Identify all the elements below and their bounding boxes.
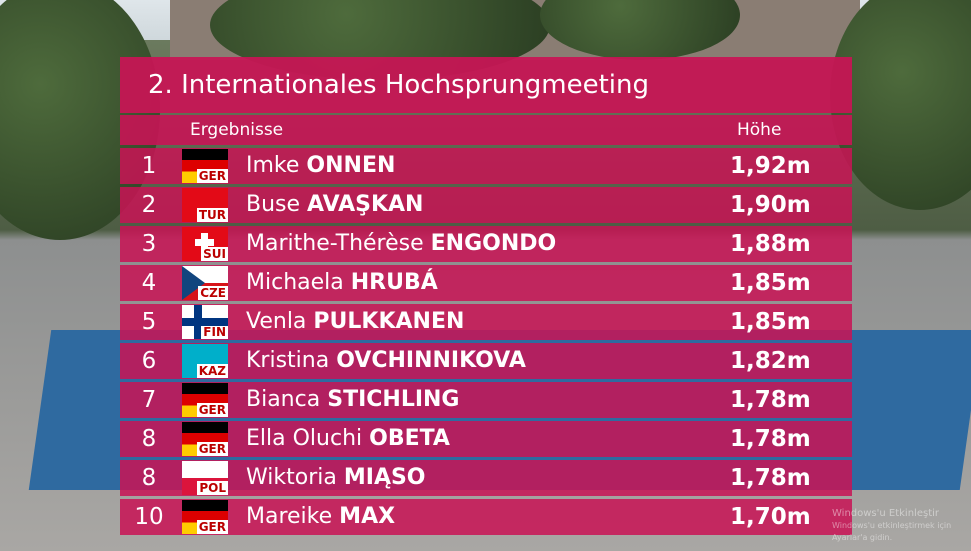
result-row: 5 FIN Venla PULKKANEN 1,85m (120, 304, 852, 340)
title: 2. Internationales Hochsprungmeeting (120, 57, 852, 113)
result-row: 7 GER Bianca STICHLING 1,78m (120, 382, 852, 418)
rank: 8 (141, 465, 157, 491)
last-name: PULKKANEN (313, 309, 465, 334)
athlete-name: Mareike MAX (246, 499, 395, 535)
first-name: Kristina (246, 348, 330, 373)
watermark-line: Windows'u etkinleştirmek için Ayarlar'a … (832, 521, 952, 542)
height: 1,88m (730, 231, 811, 257)
last-name: HRUBÁ (350, 270, 438, 295)
last-name: MAX (339, 504, 396, 529)
first-name: Michaela (246, 270, 344, 295)
result-row: 6 KAZ Kristina OVCHINNIKOVA 1,82m (120, 343, 852, 379)
rank: 8 (141, 426, 157, 452)
first-name: Ella Oluchi (246, 426, 363, 451)
last-name: AVAŞKAN (307, 192, 424, 217)
results-header: Ergebnisse (190, 120, 284, 140)
height: 1,82m (730, 348, 811, 374)
flag: CZE (182, 266, 228, 300)
rank: 1 (141, 153, 157, 179)
rank: 2 (141, 192, 157, 218)
last-name: STICHLING (327, 387, 460, 412)
country-code: GER (196, 403, 228, 417)
first-name: Wiktoria (246, 465, 337, 490)
last-name: ONNEN (306, 153, 396, 178)
first-name: Bianca (246, 387, 321, 412)
flag: GER (182, 500, 228, 534)
flag: POL (182, 461, 228, 495)
country-code: GER (196, 520, 228, 534)
last-name: OVCHINNIKOVA (336, 348, 526, 373)
country-code: POL (197, 481, 228, 495)
result-row: 10 GER Mareike MAX 1,70m (120, 499, 852, 535)
country-code: SUI (201, 247, 228, 261)
result-row: 8 POL Wiktoria MIĄSO 1,78m (120, 460, 852, 496)
result-row: 3 SUI Marithe-Thérèse ENGONDO 1,88m (120, 226, 852, 262)
first-name: Buse (246, 192, 301, 217)
athlete-name: Wiktoria MIĄSO (246, 460, 426, 496)
country-code: KAZ (196, 364, 228, 378)
country-code: FIN (201, 325, 228, 339)
flag: TUR (182, 188, 228, 222)
watermark: Windows'u Etkinleştir Windows'u etkinleş… (832, 508, 971, 544)
height: 1,85m (730, 270, 811, 296)
country-code: GER (196, 169, 228, 183)
rank: 4 (141, 270, 157, 296)
flag: GER (182, 422, 228, 456)
first-name: Marithe-Thérèse (246, 231, 424, 256)
athlete-name: Bianca STICHLING (246, 382, 460, 418)
rank: 6 (141, 348, 157, 374)
result-row: 8 GER Ella Oluchi OBETA 1,78m (120, 421, 852, 457)
athlete-name: Venla PULKKANEN (246, 304, 464, 340)
rank: 5 (141, 309, 157, 335)
flag: KAZ (182, 344, 228, 378)
height: 1,70m (730, 504, 811, 530)
height: 1,78m (730, 387, 811, 413)
country-code: CZE (198, 286, 228, 300)
header-row: Ergebnisse Höhe (120, 115, 852, 145)
athlete-name: Imke ONNEN (246, 148, 395, 184)
athlete-name: Kristina OVCHINNIKOVA (246, 343, 526, 379)
flag: FIN (182, 305, 228, 339)
flag: GER (182, 149, 228, 183)
last-name: MIĄSO (343, 465, 426, 490)
country-code: TUR (196, 208, 228, 222)
rank: 7 (141, 387, 157, 413)
height: 1,92m (730, 153, 811, 179)
results-panel: 2. Internationales Hochsprungmeeting Erg… (120, 57, 852, 535)
country-code: GER (196, 442, 228, 456)
flag: SUI (182, 227, 228, 261)
last-name: OBETA (369, 426, 450, 451)
watermark-line: Windows'u Etkinleştir (832, 508, 940, 519)
athlete-name: Ella Oluchi OBETA (246, 421, 450, 457)
height: 1,78m (730, 465, 811, 491)
height: 1,90m (730, 192, 811, 218)
result-row: 2 TUR Buse AVAŞKAN 1,90m (120, 187, 852, 223)
first-name: Venla (246, 309, 307, 334)
rank: 10 (134, 504, 164, 530)
result-row: 1 GER Imke ONNEN 1,92m (120, 148, 852, 184)
first-name: Mareike (246, 504, 333, 529)
athlete-name: Michaela HRUBÁ (246, 265, 438, 301)
height: 1,78m (730, 426, 811, 452)
height: 1,85m (730, 309, 811, 335)
rank: 3 (141, 231, 157, 257)
height-header: Höhe (737, 120, 782, 140)
athlete-name: Marithe-Thérèse ENGONDO (246, 226, 556, 262)
first-name: Imke (246, 153, 300, 178)
result-row: 4 CZE Michaela HRUBÁ 1,85m (120, 265, 852, 301)
flag: GER (182, 383, 228, 417)
athlete-name: Buse AVAŞKAN (246, 187, 423, 223)
last-name: ENGONDO (430, 231, 557, 256)
